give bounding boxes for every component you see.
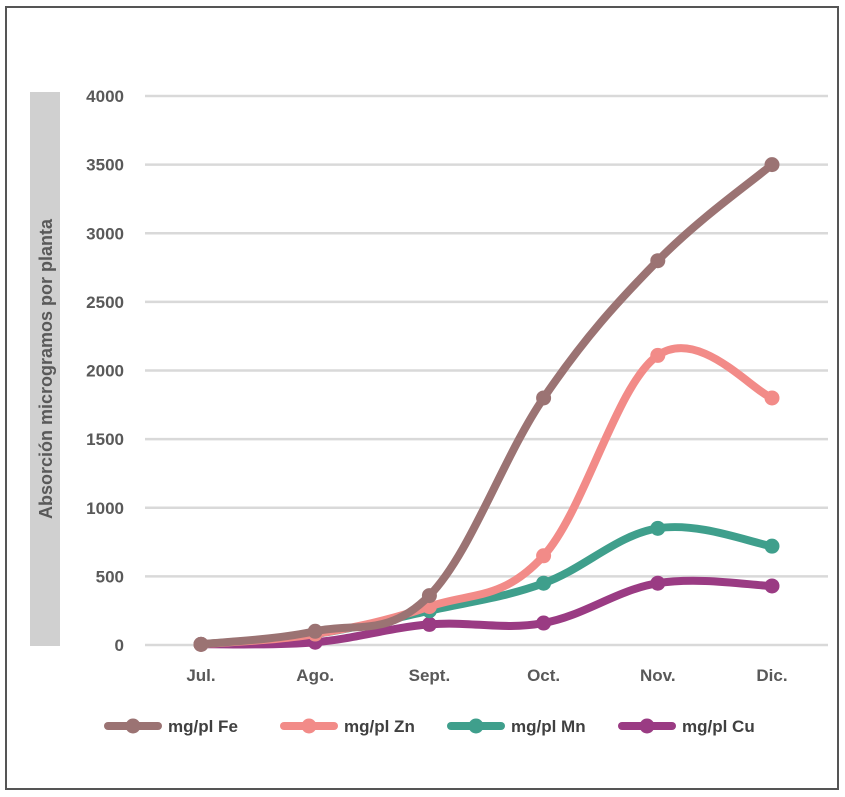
x-tick-label: Oct.: [527, 666, 560, 685]
legend-swatch-marker: [125, 718, 141, 734]
data-point: [650, 347, 666, 363]
y-tick-label: 1500: [86, 430, 124, 449]
x-tick-label: Ago.: [296, 666, 334, 685]
data-point: [764, 390, 780, 406]
legend-item: mg/pl Mn: [447, 717, 586, 736]
data-point: [421, 616, 437, 632]
y-tick-label: 2000: [86, 362, 124, 381]
data-point: [650, 253, 666, 269]
y-tick-label: 4000: [86, 87, 124, 106]
legend-label: mg/pl Fe: [168, 717, 238, 736]
series-line: [197, 576, 776, 649]
x-tick-label: Jul.: [186, 666, 215, 685]
y-tick-labels: 0 500 1000 1500 2000 2500 3000 3500 4000: [86, 87, 124, 655]
y-tick-label: 2500: [86, 293, 124, 312]
data-point: [650, 520, 666, 536]
data-point: [536, 548, 552, 564]
legend-swatch-marker: [301, 718, 317, 734]
data-point: [764, 538, 780, 554]
y-tick-label: 1000: [86, 499, 124, 518]
gridlines: [145, 94, 828, 647]
data-point: [764, 157, 780, 173]
x-tick-label: Sept.: [409, 666, 451, 685]
x-tick-label: Nov.: [640, 666, 676, 685]
y-tick-label: 0: [115, 636, 124, 655]
legend-swatch-marker: [468, 718, 484, 734]
ylabel-background: [30, 92, 60, 646]
data-point: [307, 623, 323, 639]
y-tick-label: 3500: [86, 156, 124, 175]
legend: mg/pl Fe mg/pl Zn mg/pl Mn mg/pl Cu: [104, 717, 755, 736]
data-point: [421, 588, 437, 604]
y-axis-label: Absorción microgramos por planta: [36, 218, 56, 519]
data-point: [193, 636, 209, 652]
series-mg-pl-mn: [193, 520, 780, 652]
legend-item: mg/pl Cu: [618, 717, 755, 736]
legend-swatch-marker: [639, 718, 655, 734]
series-line: [197, 160, 776, 649]
legend-label: mg/pl Cu: [682, 717, 755, 736]
x-tick-label: Dic.: [756, 666, 787, 685]
data-point: [536, 575, 552, 591]
y-tick-label: 500: [96, 567, 124, 586]
data-point: [536, 390, 552, 406]
chart-frame: [5, 6, 839, 790]
y-tick-label: 3000: [86, 224, 124, 243]
data-point: [764, 578, 780, 594]
x-tick-labels: Jul. Ago. Sept. Oct. Nov. Dic.: [186, 666, 787, 685]
legend-item: mg/pl Fe: [104, 717, 238, 736]
legend-label: mg/pl Zn: [344, 717, 415, 736]
data-point: [650, 575, 666, 591]
legend-item: mg/pl Zn: [280, 717, 415, 736]
data-point: [536, 615, 552, 631]
legend-label: mg/pl Mn: [511, 717, 586, 736]
series-lines: [193, 157, 780, 652]
series-mg-pl-fe: [193, 157, 780, 652]
